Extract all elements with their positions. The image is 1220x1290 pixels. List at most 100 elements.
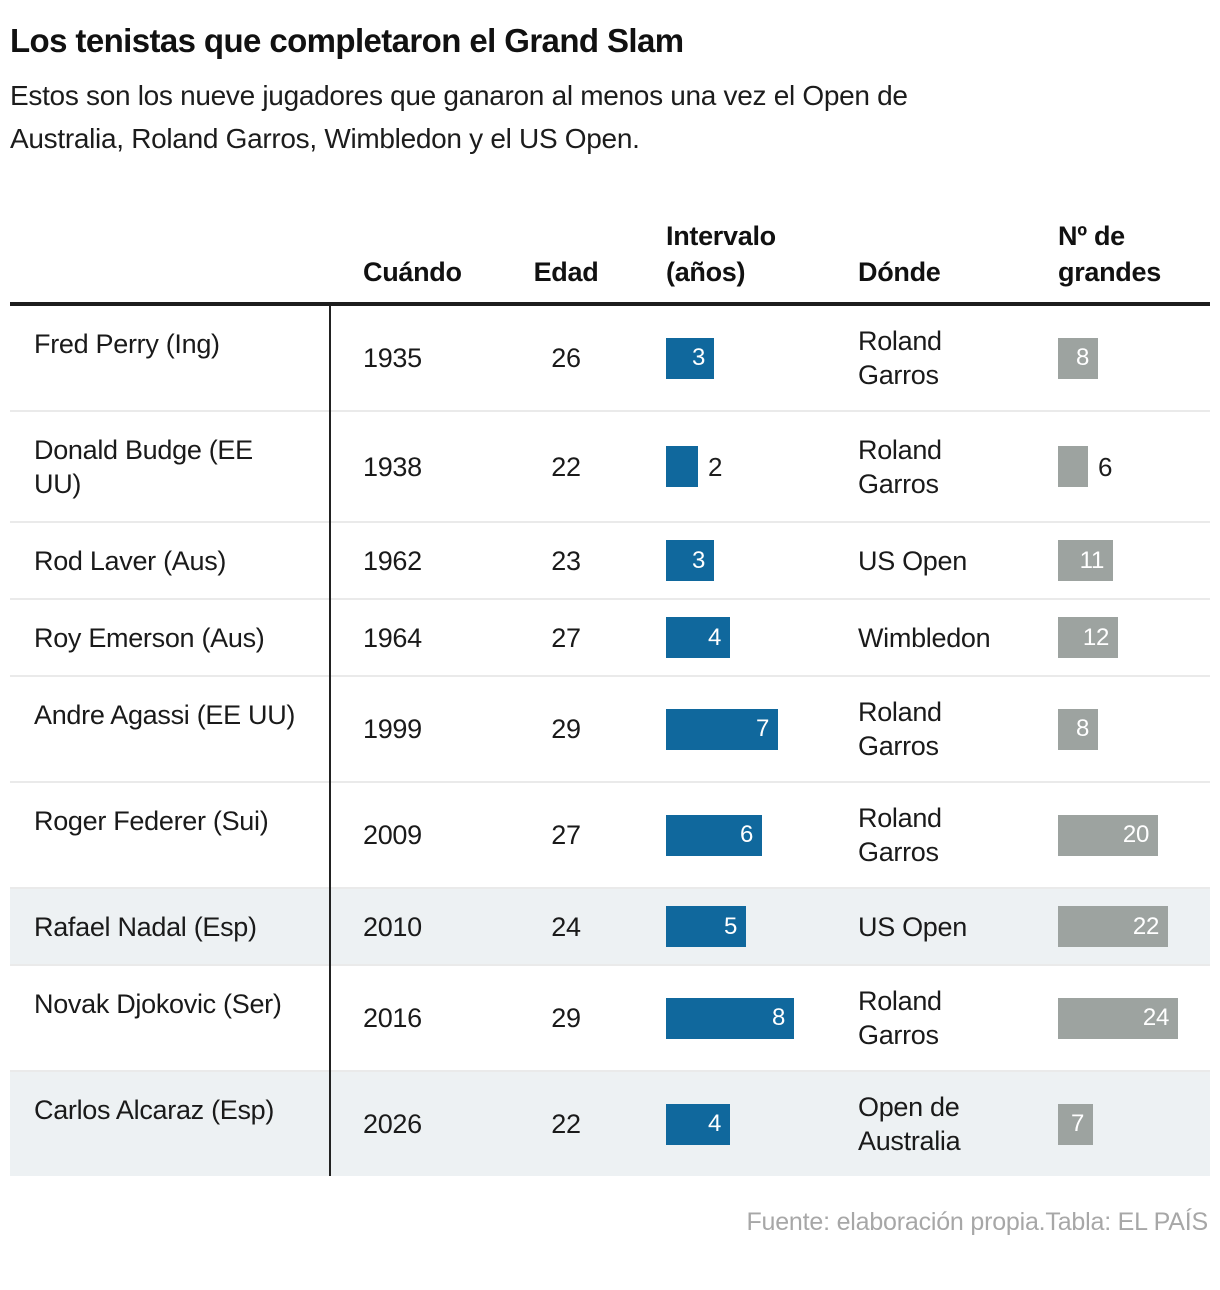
venue-value: Roland Garros	[858, 986, 942, 1050]
footer-credit: Fuente: elaboración propia.Tabla: EL PAÍ…	[746, 1208, 1208, 1236]
page: Los tenistas que completaron el Grand Sl…	[10, 22, 1210, 1236]
year-value: 1964	[363, 622, 422, 653]
table-row: Fred Perry (Ing) 1935 26 3 Roland Garros…	[10, 306, 1210, 410]
interval-cell: 4	[636, 600, 827, 675]
column-header-donde: Dónde	[858, 257, 941, 287]
table-row: Donald Budge (EE UU) 1938 22 2 Roland Ga…	[10, 410, 1210, 521]
player-name: Rod Laver (Aus)	[34, 546, 227, 576]
player-name: Andre Agassi (EE UU)	[34, 700, 296, 730]
table-body: Fred Perry (Ing) 1935 26 3 Roland Garros…	[10, 306, 1210, 1176]
interval-cell: 7	[636, 677, 827, 781]
year-value: 2009	[363, 820, 422, 850]
interval-bar: 8	[666, 997, 794, 1039]
player-name: Roy Emerson (Aus)	[34, 623, 265, 653]
interval-bar: 3	[666, 337, 714, 379]
column-header-intervalo: Intervalo (años)	[666, 221, 776, 287]
majors-bar: 11	[1058, 540, 1113, 581]
interval-value: 4	[707, 1110, 721, 1137]
majors-bar: 24	[1058, 997, 1178, 1039]
interval-bar: 7	[666, 708, 778, 750]
majors-bar: 7	[1058, 1103, 1093, 1145]
table-row: Novak Djokovic (Ser) 2016 29 8 Roland Ga…	[10, 964, 1210, 1070]
majors-bar: 8	[1058, 708, 1098, 750]
age-value: 26	[551, 343, 581, 373]
interval-value-outside: 2	[708, 451, 723, 482]
age-value: 22	[551, 1109, 581, 1139]
venue-value: Roland Garros	[858, 326, 942, 390]
interval-cell: 6	[636, 783, 827, 887]
interval-value: 3	[691, 546, 705, 574]
majors-cell: 11	[1027, 523, 1210, 598]
interval-cell: 5	[636, 889, 827, 964]
year-value: 2026	[363, 1109, 422, 1139]
player-name: Novak Djokovic (Ser)	[34, 989, 282, 1019]
age-value: 24	[551, 911, 581, 942]
majors-value: 20	[1122, 821, 1149, 848]
year-value: 1935	[363, 343, 422, 373]
majors-cell: 20	[1027, 783, 1210, 887]
majors-value: 7	[1070, 1110, 1084, 1137]
majors-cell: 6	[1027, 412, 1210, 521]
year-value: 1938	[363, 451, 422, 482]
interval-bar: 4	[666, 1103, 730, 1145]
year-value: 1999	[363, 714, 422, 744]
majors-cell: 8	[1027, 306, 1210, 410]
interval-cell: 8	[636, 966, 827, 1070]
majors-cell: 7	[1027, 1072, 1210, 1176]
year-value: 2010	[363, 911, 422, 942]
table-row: Rod Laver (Aus) 1962 23 3 US Open 11	[10, 521, 1210, 598]
column-header-cuando: Cuándo	[363, 257, 462, 287]
interval-value: 8	[771, 1004, 785, 1031]
venue-value: Open de Australia	[858, 1092, 961, 1156]
majors-cell: 22	[1027, 889, 1210, 964]
column-header-edad: Edad	[533, 257, 599, 287]
column-header-grandes: Nº de grandes	[1058, 221, 1161, 287]
vertical-divider	[329, 306, 331, 1176]
page-title: Los tenistas que completaron el Grand Sl…	[10, 22, 684, 59]
interval-bar: 4	[666, 617, 730, 658]
player-name: Roger Federer (Sui)	[34, 806, 269, 836]
venue-value: Roland Garros	[858, 803, 942, 867]
majors-value: 11	[1079, 546, 1105, 574]
majors-value: 8	[1075, 344, 1089, 371]
interval-bar: 5	[666, 906, 746, 947]
interval-cell: 2	[636, 412, 827, 521]
majors-value-outside: 6	[1098, 451, 1113, 482]
player-name: Fred Perry (Ing)	[34, 329, 220, 359]
age-value: 29	[551, 1003, 581, 1033]
venue-value: Roland Garros	[858, 697, 942, 761]
majors-bar	[1058, 446, 1088, 487]
majors-value: 8	[1075, 715, 1089, 742]
venue-value: US Open	[858, 911, 967, 942]
table-header-row: Cuándo Edad Intervalo (años) Dónde Nº de…	[10, 218, 1210, 302]
age-value: 23	[551, 545, 581, 576]
year-value: 2016	[363, 1003, 422, 1033]
majors-value: 22	[1132, 912, 1159, 940]
age-value: 27	[551, 622, 581, 653]
year-value: 1962	[363, 545, 422, 576]
majors-value: 12	[1082, 623, 1109, 651]
interval-bar	[666, 446, 698, 487]
majors-cell: 24	[1027, 966, 1210, 1070]
table-row: Roy Emerson (Aus) 1964 27 4 Wimbledon 12	[10, 598, 1210, 675]
majors-cell: 12	[1027, 600, 1210, 675]
interval-cell: 4	[636, 1072, 827, 1176]
venue-value: US Open	[858, 545, 967, 576]
subtitle: Estos son los nueve jugadores que ganaro…	[10, 80, 908, 154]
majors-bar: 22	[1058, 906, 1168, 947]
interval-value: 6	[739, 821, 753, 848]
age-value: 22	[551, 451, 581, 482]
age-value: 27	[551, 820, 581, 850]
interval-bar: 3	[666, 540, 714, 581]
interval-value: 4	[707, 623, 721, 651]
interval-value: 3	[691, 344, 705, 371]
table-row: Andre Agassi (EE UU) 1999 29 7 Roland Ga…	[10, 675, 1210, 781]
interval-cell: 3	[636, 306, 827, 410]
majors-value: 24	[1142, 1004, 1169, 1031]
table-row: Carlos Alcaraz (Esp) 2026 22 4 Open de A…	[10, 1070, 1210, 1176]
interval-value: 7	[755, 715, 769, 742]
table-row: Rafael Nadal (Esp) 2010 24 5 US Open 22	[10, 887, 1210, 964]
header-rule	[10, 302, 1210, 306]
grand-slam-table: Cuándo Edad Intervalo (años) Dónde Nº de…	[10, 218, 1210, 1176]
majors-cell: 8	[1027, 677, 1210, 781]
